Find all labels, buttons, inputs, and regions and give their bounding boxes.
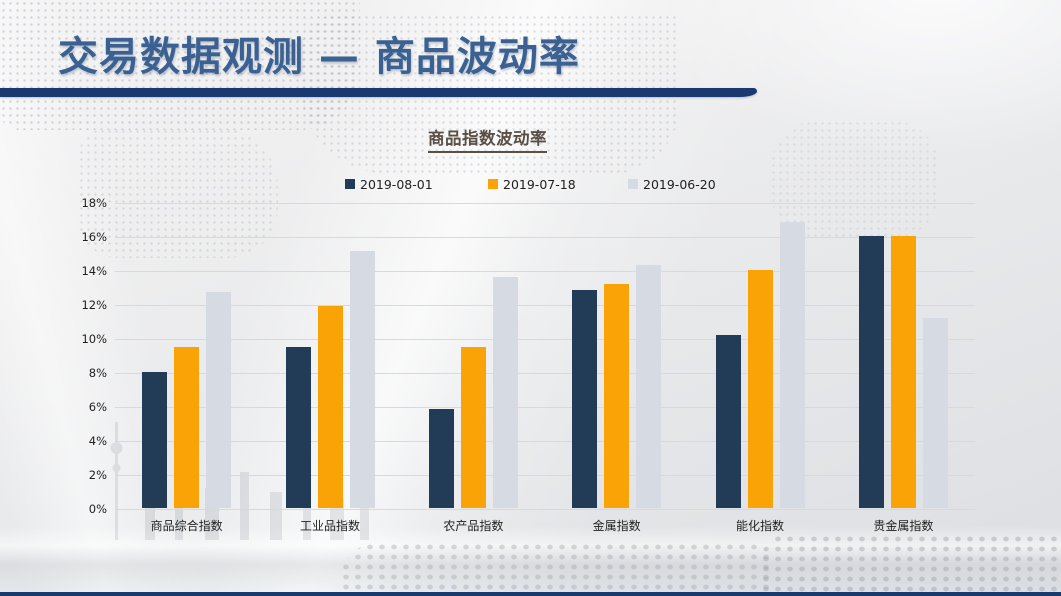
bar-2019-06-20 [206, 292, 232, 508]
y-axis-tick-label: 6% [88, 400, 107, 414]
gridline [115, 407, 975, 408]
bar-group [715, 222, 805, 508]
gridline [115, 271, 975, 272]
bar-2019-07-18 [174, 346, 200, 508]
bar-2019-08-01 [285, 346, 311, 508]
bar-2019-07-18 [890, 236, 916, 508]
x-axis-category-label: 工业品指数 [299, 519, 360, 533]
bar-2019-07-18 [604, 283, 630, 508]
bar-2019-06-20 [492, 276, 518, 508]
footer-accent-strip [0, 592, 1061, 596]
y-axis-tick-label: 18% [81, 196, 107, 210]
legend-label: 2019-06-20 [643, 176, 716, 192]
bar-2019-07-18 [317, 305, 343, 508]
gridline [115, 373, 975, 374]
y-axis-tick-label: 8% [88, 366, 107, 380]
x-axis-category-label: 农产品指数 [443, 519, 504, 533]
honeycomb-pattern-decoration [760, 534, 1061, 594]
legend-item: 2019-08-01 [345, 176, 433, 192]
bar-2019-07-18 [460, 346, 486, 508]
bar-2019-06-20 [922, 317, 948, 508]
bar-group [572, 264, 662, 508]
legend-swatch-icon [488, 179, 498, 189]
chart-title: 商品指数波动率 [115, 125, 860, 153]
bar-2019-08-01 [858, 236, 884, 508]
legend-item: 2019-07-18 [488, 176, 576, 192]
bar-group [858, 236, 948, 508]
honeycomb-pattern-decoration [340, 542, 770, 594]
bar-group [285, 251, 375, 508]
gridline [115, 203, 975, 204]
bar-2019-08-01 [428, 409, 454, 508]
gridline [115, 441, 975, 442]
page-title: 交易数据观测 — 商品波动率 [58, 34, 580, 80]
y-axis-tick-label: 12% [81, 298, 107, 312]
y-axis-tick-label: 14% [81, 264, 107, 278]
bar-2019-08-01 [572, 290, 598, 508]
y-axis-tick-label: 2% [88, 468, 107, 482]
bar-2019-06-20 [779, 222, 805, 508]
bar-group [428, 276, 518, 508]
x-axis-category-label: 贵金属指数 [873, 519, 934, 533]
y-axis-tick-label: 4% [88, 434, 107, 448]
y-axis-tick-label: 16% [81, 230, 107, 244]
bar-2019-08-01 [715, 334, 741, 508]
y-axis-tick-label: 0% [88, 502, 107, 516]
title-underline-bar [0, 88, 757, 97]
bar-2019-06-20 [636, 264, 662, 508]
chart-legend: 2019-08-01 2019-07-18 2019-06-20 [0, 176, 1061, 192]
bar-2019-07-18 [747, 270, 773, 508]
legend-label: 2019-07-18 [503, 176, 576, 192]
x-axis-category-label: 金属指数 [592, 519, 641, 533]
legend-swatch-icon [628, 179, 638, 189]
background-floor-band [0, 526, 1061, 596]
gridline [115, 305, 975, 306]
plot-area: 0% 2% 4% 6% 8% 10% 12% 14% 16% 18% 商品综合指数 工业品指数 农产品指… [81, 196, 975, 533]
gridline [115, 237, 975, 238]
legend-label: 2019-08-01 [360, 176, 433, 192]
gridline [115, 475, 975, 476]
gridline [115, 509, 975, 510]
bar-group [142, 292, 232, 508]
bar-2019-08-01 [142, 372, 168, 508]
y-axis-tick-label: 10% [81, 332, 107, 346]
x-axis-category-label: 商品综合指数 [150, 519, 223, 533]
x-axis-category-label: 能化指数 [735, 519, 784, 533]
bar-2019-06-20 [349, 251, 375, 508]
legend-swatch-icon [345, 179, 355, 189]
gridline [115, 339, 975, 340]
legend-item: 2019-06-20 [628, 176, 716, 192]
